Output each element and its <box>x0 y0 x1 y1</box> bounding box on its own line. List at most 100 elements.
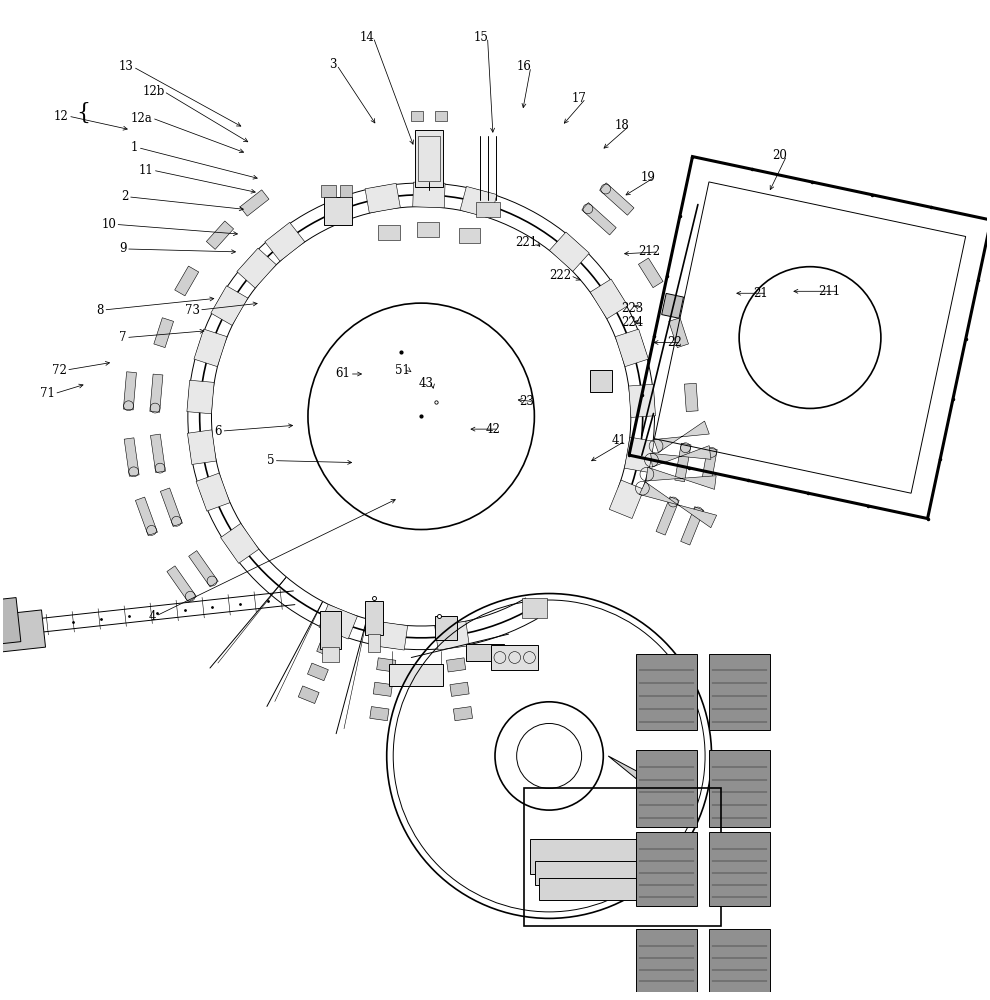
Polygon shape <box>194 329 227 367</box>
Bar <box>325 197 352 225</box>
Polygon shape <box>582 203 616 235</box>
Text: 222: 222 <box>549 269 571 282</box>
Bar <box>368 634 380 652</box>
Bar <box>710 832 770 906</box>
Polygon shape <box>237 248 276 288</box>
Text: 17: 17 <box>572 92 587 105</box>
Text: 22: 22 <box>667 336 682 349</box>
Bar <box>321 185 336 197</box>
Polygon shape <box>590 279 628 319</box>
Polygon shape <box>319 604 357 639</box>
Polygon shape <box>221 523 258 563</box>
Polygon shape <box>646 467 716 489</box>
Bar <box>435 111 446 121</box>
Bar <box>411 111 423 121</box>
Text: 1: 1 <box>131 141 139 154</box>
Text: 13: 13 <box>119 60 134 73</box>
Polygon shape <box>701 448 717 486</box>
Polygon shape <box>681 507 704 545</box>
Polygon shape <box>549 232 589 271</box>
Text: 223: 223 <box>621 302 644 315</box>
Text: 18: 18 <box>615 119 630 132</box>
Text: 12a: 12a <box>131 112 152 125</box>
Polygon shape <box>376 658 396 672</box>
Text: 224: 224 <box>621 316 644 329</box>
Polygon shape <box>460 186 497 218</box>
Polygon shape <box>187 430 216 464</box>
Text: 7: 7 <box>119 331 127 344</box>
Bar <box>378 225 400 240</box>
Text: 2: 2 <box>121 190 129 203</box>
Text: 15: 15 <box>473 31 488 44</box>
Polygon shape <box>370 707 389 721</box>
Polygon shape <box>240 190 269 216</box>
Bar <box>661 293 683 318</box>
Polygon shape <box>189 551 218 587</box>
Bar <box>435 616 456 640</box>
Polygon shape <box>206 221 234 249</box>
Text: 212: 212 <box>638 245 660 258</box>
Bar <box>636 832 697 906</box>
Polygon shape <box>669 318 688 348</box>
Polygon shape <box>413 182 446 208</box>
Bar <box>636 929 697 1000</box>
Polygon shape <box>373 621 408 650</box>
Polygon shape <box>136 497 157 536</box>
Text: 41: 41 <box>611 434 626 447</box>
Text: 19: 19 <box>641 171 655 184</box>
Bar <box>322 647 340 662</box>
Bar <box>540 878 682 900</box>
Text: 10: 10 <box>101 218 116 231</box>
Polygon shape <box>639 258 663 288</box>
Text: 21: 21 <box>753 287 767 300</box>
Bar <box>365 601 383 635</box>
Bar <box>530 839 692 874</box>
Text: 11: 11 <box>139 164 153 177</box>
Text: 73: 73 <box>185 304 200 317</box>
Bar <box>320 611 342 649</box>
Text: 43: 43 <box>418 377 434 390</box>
Bar <box>415 130 443 187</box>
Bar <box>0 610 46 652</box>
Polygon shape <box>160 488 182 526</box>
Text: 12: 12 <box>54 110 68 123</box>
Bar <box>710 654 770 730</box>
Polygon shape <box>317 640 338 658</box>
Polygon shape <box>264 222 305 261</box>
Polygon shape <box>124 438 140 476</box>
Text: 221: 221 <box>515 236 537 249</box>
Polygon shape <box>675 443 691 482</box>
Polygon shape <box>449 682 469 696</box>
Text: 5: 5 <box>266 454 274 467</box>
Polygon shape <box>640 482 717 528</box>
Polygon shape <box>608 756 682 800</box>
Text: 20: 20 <box>772 149 787 162</box>
Bar <box>417 222 439 237</box>
Text: 51: 51 <box>395 364 410 377</box>
Bar <box>710 750 770 827</box>
Polygon shape <box>365 183 400 213</box>
Text: 6: 6 <box>215 425 222 438</box>
Text: 8: 8 <box>96 304 104 317</box>
Text: 14: 14 <box>359 31 374 44</box>
Bar <box>466 644 504 661</box>
Bar <box>522 598 546 618</box>
Polygon shape <box>653 421 709 453</box>
Bar <box>710 929 770 1000</box>
Polygon shape <box>435 621 469 650</box>
Bar <box>505 647 520 658</box>
Text: 61: 61 <box>336 367 350 380</box>
Text: 72: 72 <box>52 364 67 377</box>
Text: 9: 9 <box>119 242 127 255</box>
Polygon shape <box>196 473 230 511</box>
Polygon shape <box>625 437 654 472</box>
Polygon shape <box>211 286 248 325</box>
Polygon shape <box>174 266 199 296</box>
Polygon shape <box>650 446 711 467</box>
Text: 42: 42 <box>485 423 500 436</box>
Polygon shape <box>153 318 173 348</box>
Polygon shape <box>373 682 392 696</box>
Bar <box>418 136 440 181</box>
Polygon shape <box>308 663 329 681</box>
Text: 4: 4 <box>148 610 156 623</box>
